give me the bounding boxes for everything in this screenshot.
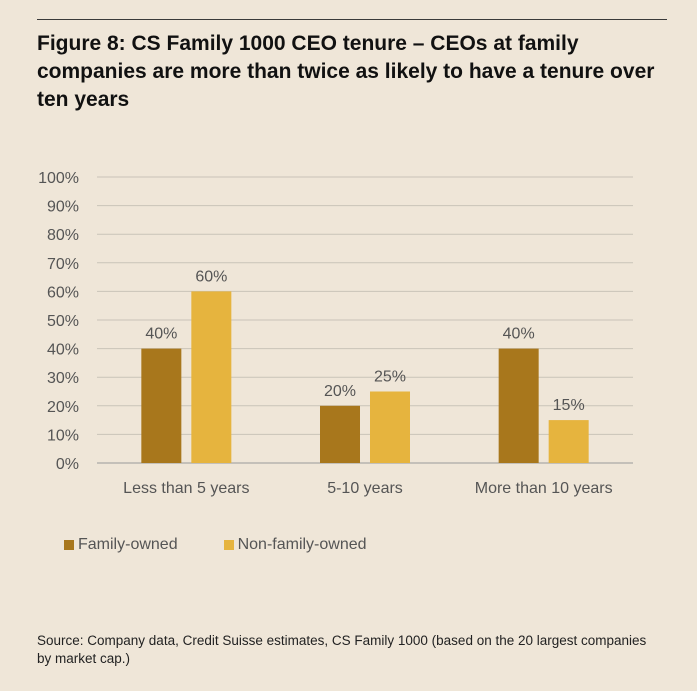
bar-non-family [548,420,589,463]
y-tick-label: 30% [47,370,79,387]
bar-non-family [370,391,410,463]
legend-swatch-family [64,540,74,550]
bar-non-family [191,291,232,463]
y-tick-label: 50% [47,313,79,330]
legend-item-family: Family-owned [64,536,178,554]
y-tick-label: 100% [38,170,79,187]
legend: Family-owned Non-family-owned [64,536,413,554]
y-tick-label: 70% [47,256,79,273]
y-tick-label: 90% [47,199,79,216]
x-tick-label: Less than 5 years [123,480,249,497]
y-tick-label: 20% [47,399,79,416]
legend-swatch-non-family [223,540,234,550]
legend-label-family: Family-owned [78,536,178,553]
bar-chart: 0% 10% 20% 30% 40% 50% 60% 70% 80% 90% 100% 40% 60% L… [38,170,633,497]
bar-family [498,348,539,463]
y-tick-label: 40% [47,342,79,359]
data-label: 15% [553,397,585,414]
y-tick-label: 60% [47,284,79,301]
legend-label-non-family: Non-family-owned [237,536,367,553]
x-tick-label: 5-10 years [327,480,403,497]
legend-item-non-family: Non-family-owned [223,536,367,554]
x-tick-label: More than 10 years [475,480,613,497]
top-rule [37,19,667,20]
chart-title: Figure 8: CS Family 1000 CEO tenure – CE… [37,32,655,111]
y-tick-label: 80% [47,227,79,244]
bar-family [141,348,182,463]
data-label: 40% [145,326,177,343]
bar-family [320,405,360,463]
data-label: 60% [195,268,227,285]
source-note: Source: Company data, Credit Suisse esti… [37,633,647,666]
data-label: 40% [503,326,535,343]
y-tick-label: 0% [56,456,79,473]
data-label: 20% [324,383,356,400]
y-tick-label: 10% [47,427,79,444]
data-label: 25% [374,369,406,386]
